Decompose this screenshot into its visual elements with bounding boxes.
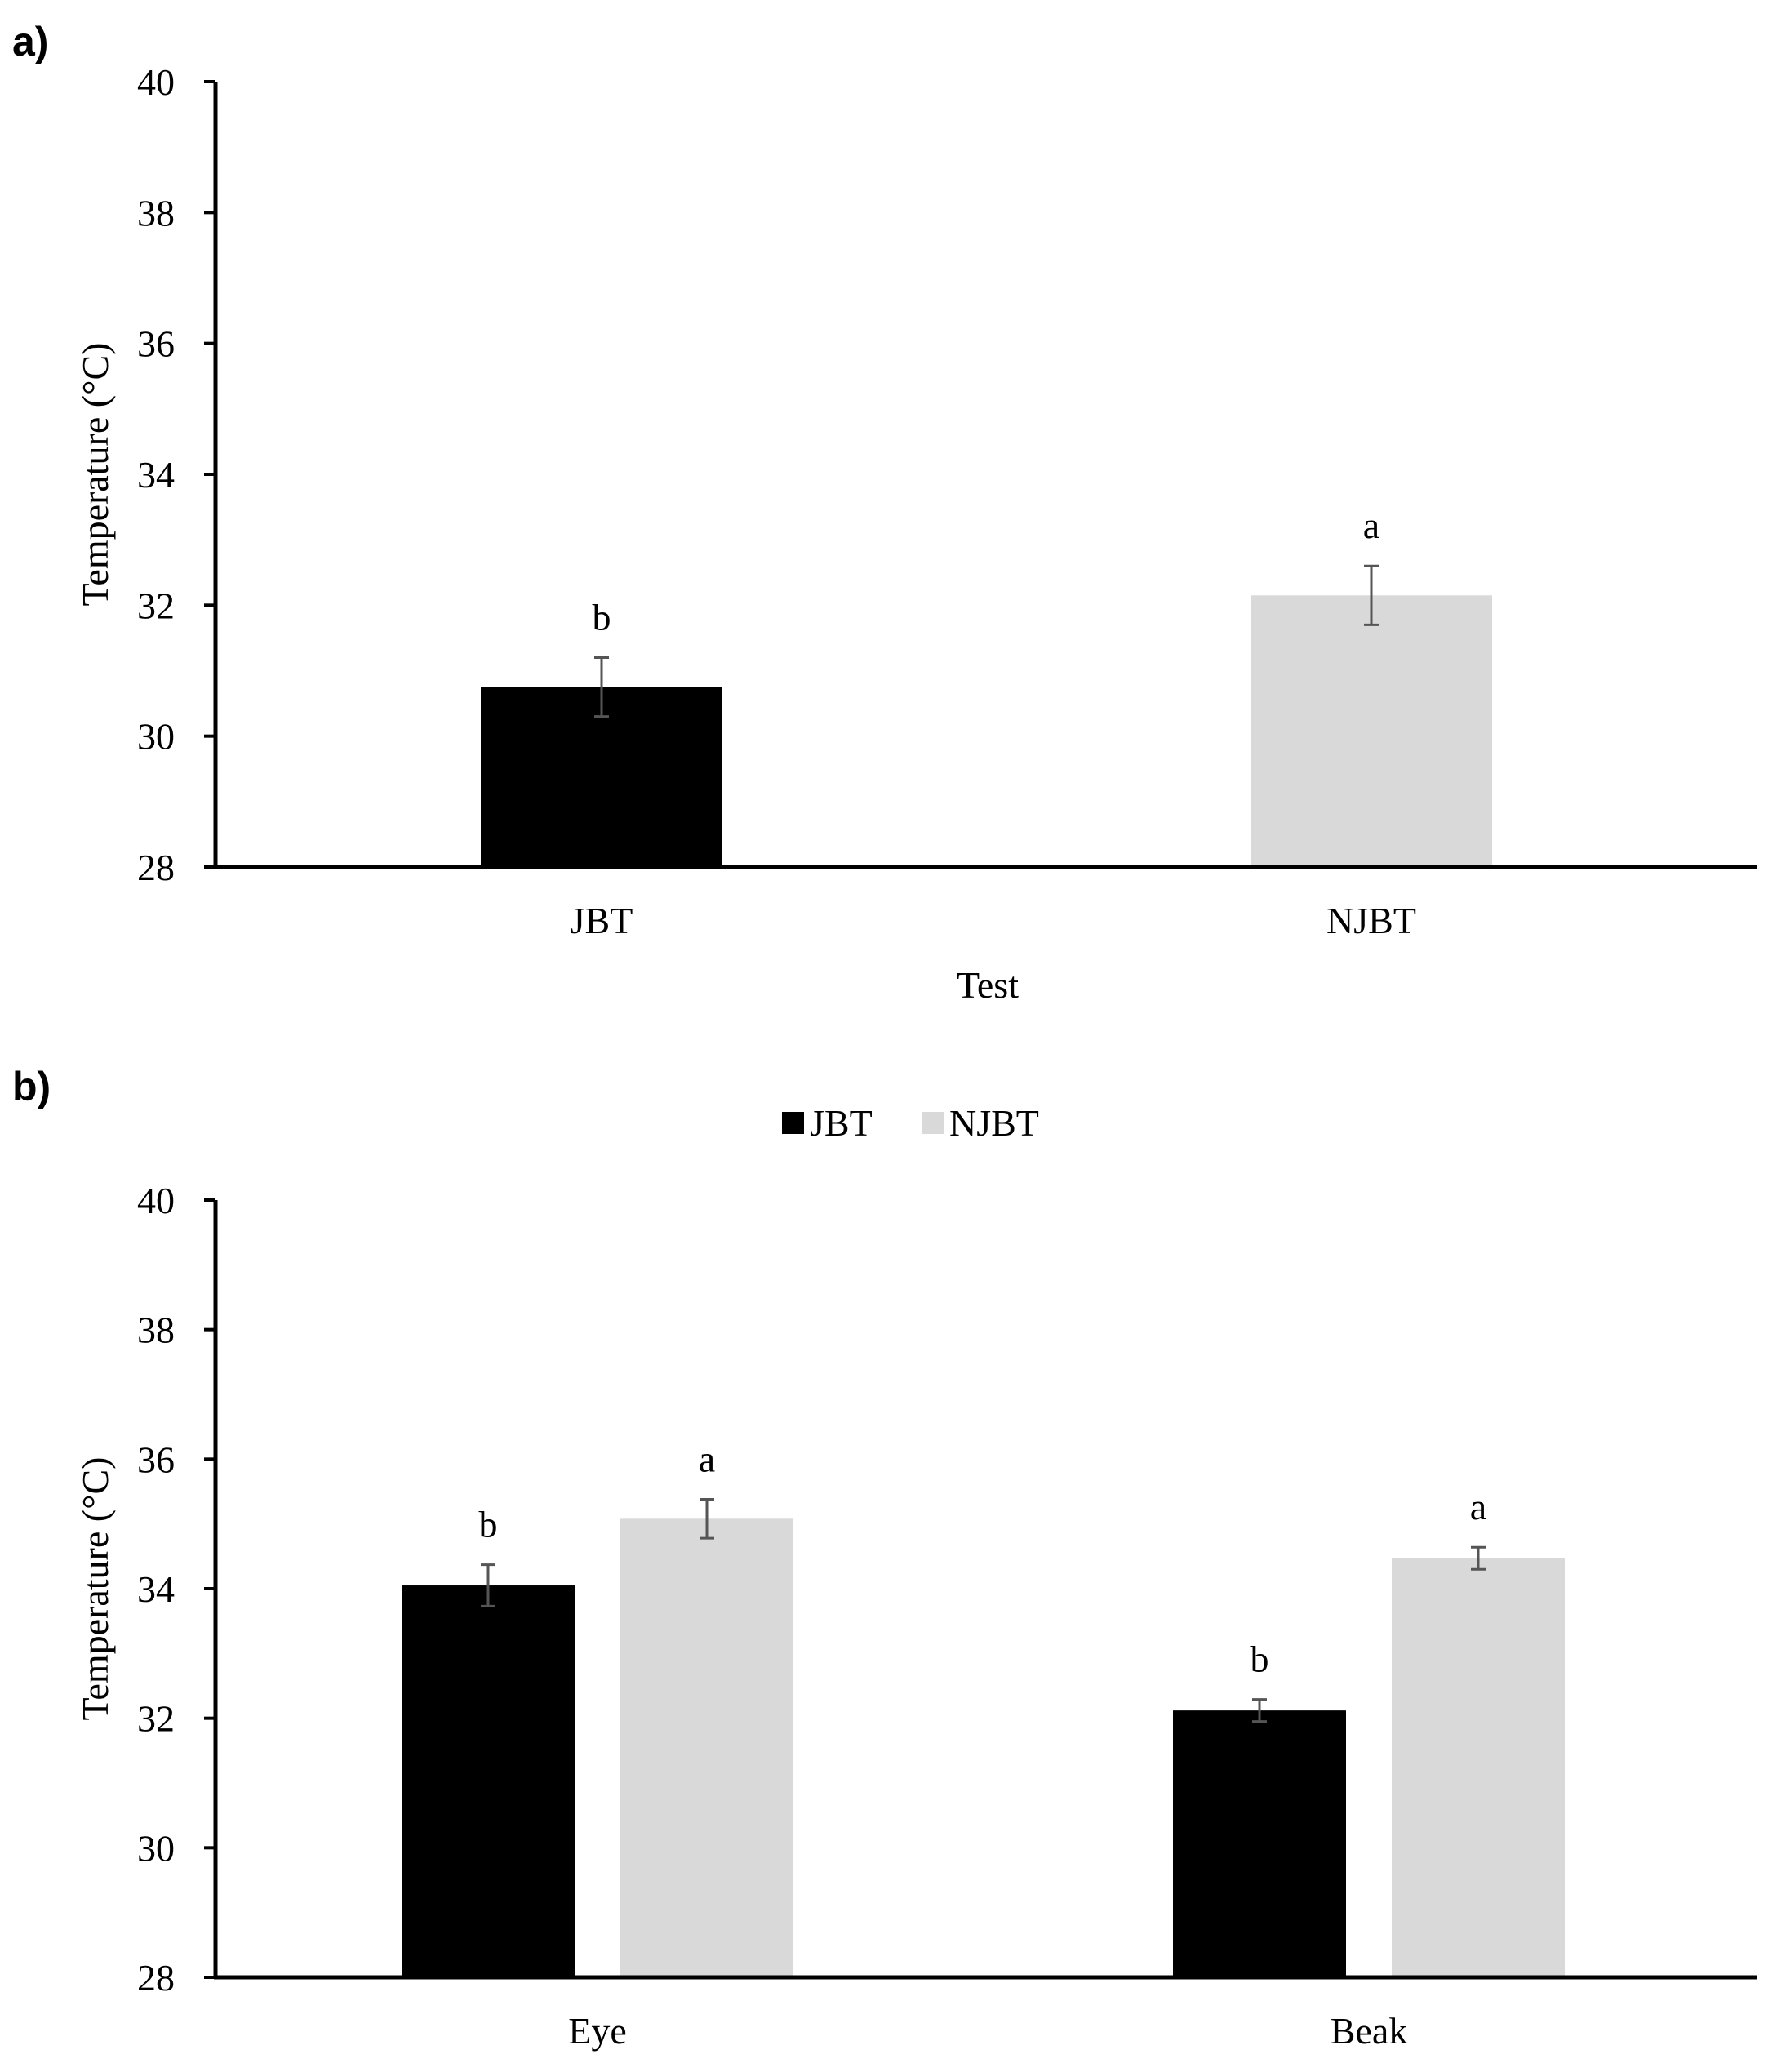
panel-a-bars: ba [481, 505, 1492, 867]
significance-letter: a [1363, 505, 1379, 546]
y-tick-label: 30 [137, 1827, 175, 1869]
y-tick-label: 36 [137, 323, 175, 365]
x-tick-label: JBT [571, 900, 633, 941]
panel-b-bars: b b a a [402, 1438, 1565, 1977]
bar [1173, 1710, 1346, 1977]
bar [620, 1518, 793, 1977]
bar [402, 1585, 575, 1977]
significance-letter: a [699, 1438, 715, 1480]
significance-letter: b [479, 1504, 498, 1545]
y-tick-label: 40 [137, 61, 175, 103]
y-tick-label: 34 [137, 454, 175, 496]
bar [1251, 595, 1492, 867]
significance-letter: a [1470, 1486, 1486, 1527]
x-tick-label: NJBT [1326, 900, 1416, 941]
panel-a-x-ticks: JBT NJBT [571, 900, 1416, 941]
y-tick-label: 36 [137, 1438, 175, 1480]
y-tick-label: 34 [137, 1568, 175, 1610]
bar [1392, 1558, 1565, 1977]
legend-label-jbt: JBT [810, 1102, 873, 1144]
y-tick-label: 32 [137, 585, 175, 626]
y-tick-label: 28 [137, 1957, 175, 1999]
y-tick-label: 38 [137, 192, 175, 233]
legend-swatch-njbt [922, 1112, 944, 1134]
legend-label-njbt: NJBT [949, 1102, 1039, 1144]
y-tick-label: 40 [137, 1180, 175, 1221]
panel-a-y-axis-title: Temperature (°C) [74, 343, 116, 607]
legend-swatch-jbt [782, 1112, 804, 1134]
legend: JBT NJBT [782, 1102, 1039, 1144]
panel-b-x-ticks: Eye Beak [568, 2010, 1407, 2052]
panel-b-y-axis-title: Temperature (°C) [74, 1457, 116, 1721]
y-tick-label: 32 [137, 1698, 175, 1740]
significance-letter: b [593, 596, 611, 638]
panel-a-x-axis-title: Test [957, 964, 1019, 1006]
x-tick-label: Eye [568, 2010, 627, 2052]
x-tick-label: Beak [1331, 2010, 1408, 2052]
y-tick-label: 38 [137, 1309, 175, 1351]
y-tick-label: 30 [137, 716, 175, 758]
significance-letter: b [1251, 1638, 1269, 1680]
panel-b-label: b) [12, 1064, 51, 1109]
panel-a-label: a) [12, 19, 48, 64]
y-tick-label: 28 [137, 847, 175, 888]
